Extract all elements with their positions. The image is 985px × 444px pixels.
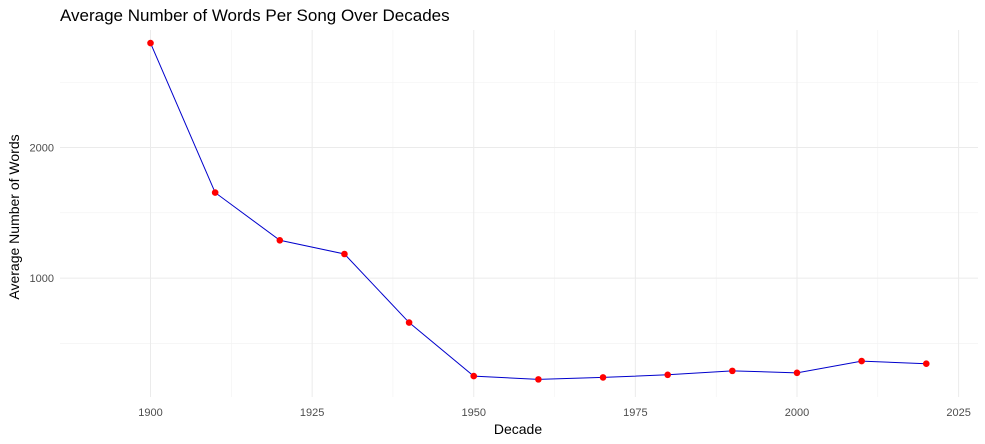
- y-axis-title: Average Number of Words: [6, 134, 22, 299]
- minor-gridlines: [60, 30, 978, 397]
- x-axis-title: Decade: [494, 421, 542, 437]
- data-point: [405, 319, 413, 326]
- data-point: [276, 236, 284, 244]
- data-point: [729, 367, 736, 375]
- data-point: [470, 372, 478, 380]
- y-tick-label: 2000: [30, 143, 54, 155]
- data-point: [535, 376, 542, 383]
- x-axis-tick-labels: 1900 1925 1950 1975 2000 2025: [138, 407, 971, 419]
- data-point: [211, 189, 219, 196]
- data-point: [147, 39, 154, 47]
- data-point: [664, 371, 671, 379]
- data-point: [922, 360, 930, 367]
- data-points: [147, 39, 930, 383]
- data-point: [858, 357, 865, 365]
- data-point: [599, 374, 607, 381]
- x-tick-label: 1900: [138, 407, 162, 419]
- data-point: [341, 250, 348, 258]
- series-line: [150, 42, 927, 380]
- x-tick-label: 1950: [462, 407, 486, 419]
- chart-title: Average Number of Words Per Song Over De…: [60, 6, 450, 25]
- y-axis-tick-labels: 1000 2000: [30, 143, 54, 286]
- major-gridlines: [60, 30, 978, 397]
- data-point: [793, 369, 801, 377]
- x-tick-label: 2025: [946, 407, 970, 419]
- x-tick-label: 1925: [300, 407, 324, 419]
- x-tick-label: 1975: [623, 407, 647, 419]
- x-tick-label: 2000: [785, 407, 809, 419]
- y-tick-label: 1000: [30, 273, 54, 285]
